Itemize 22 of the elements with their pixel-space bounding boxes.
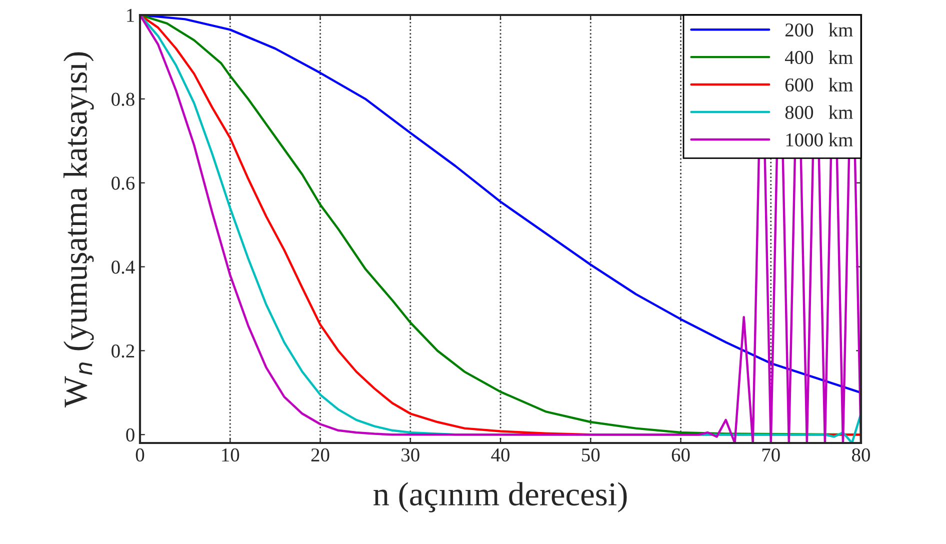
x-tick-label: 80 bbox=[852, 448, 870, 462]
legend-label: 800 km bbox=[785, 105, 853, 120]
x-tick-label: 60 bbox=[672, 448, 690, 462]
y-tick-label: 0.8 bbox=[112, 92, 134, 106]
y-tick-label: 0.6 bbox=[112, 176, 135, 190]
y-tick-label: 0 bbox=[126, 428, 134, 442]
x-axis-title: n (açınım derecesi) bbox=[374, 482, 627, 512]
x-tick-label: 30 bbox=[402, 448, 420, 462]
x-tick-label: 70 bbox=[762, 448, 780, 462]
x-tick-label: 10 bbox=[222, 448, 240, 462]
x-tick-label: 50 bbox=[582, 448, 600, 462]
x-tick-label: 0 bbox=[136, 448, 144, 462]
y-tick-label: 1 bbox=[127, 8, 134, 22]
y-tick-label: 0.2 bbox=[112, 344, 134, 358]
legend-label: 400 km bbox=[785, 50, 853, 64]
y-tick-label: 0.4 bbox=[112, 260, 135, 274]
y-axis-title: W$_{n}$ (yumuşatma katsayısı) bbox=[64, 52, 94, 408]
x-tick-label: 40 bbox=[491, 448, 510, 462]
x-tick-label: 20 bbox=[311, 448, 330, 462]
legend-label: 600 km bbox=[785, 78, 853, 92]
legend-label: 1000 km bbox=[786, 132, 853, 146]
legend-label: 200 km bbox=[785, 22, 853, 37]
